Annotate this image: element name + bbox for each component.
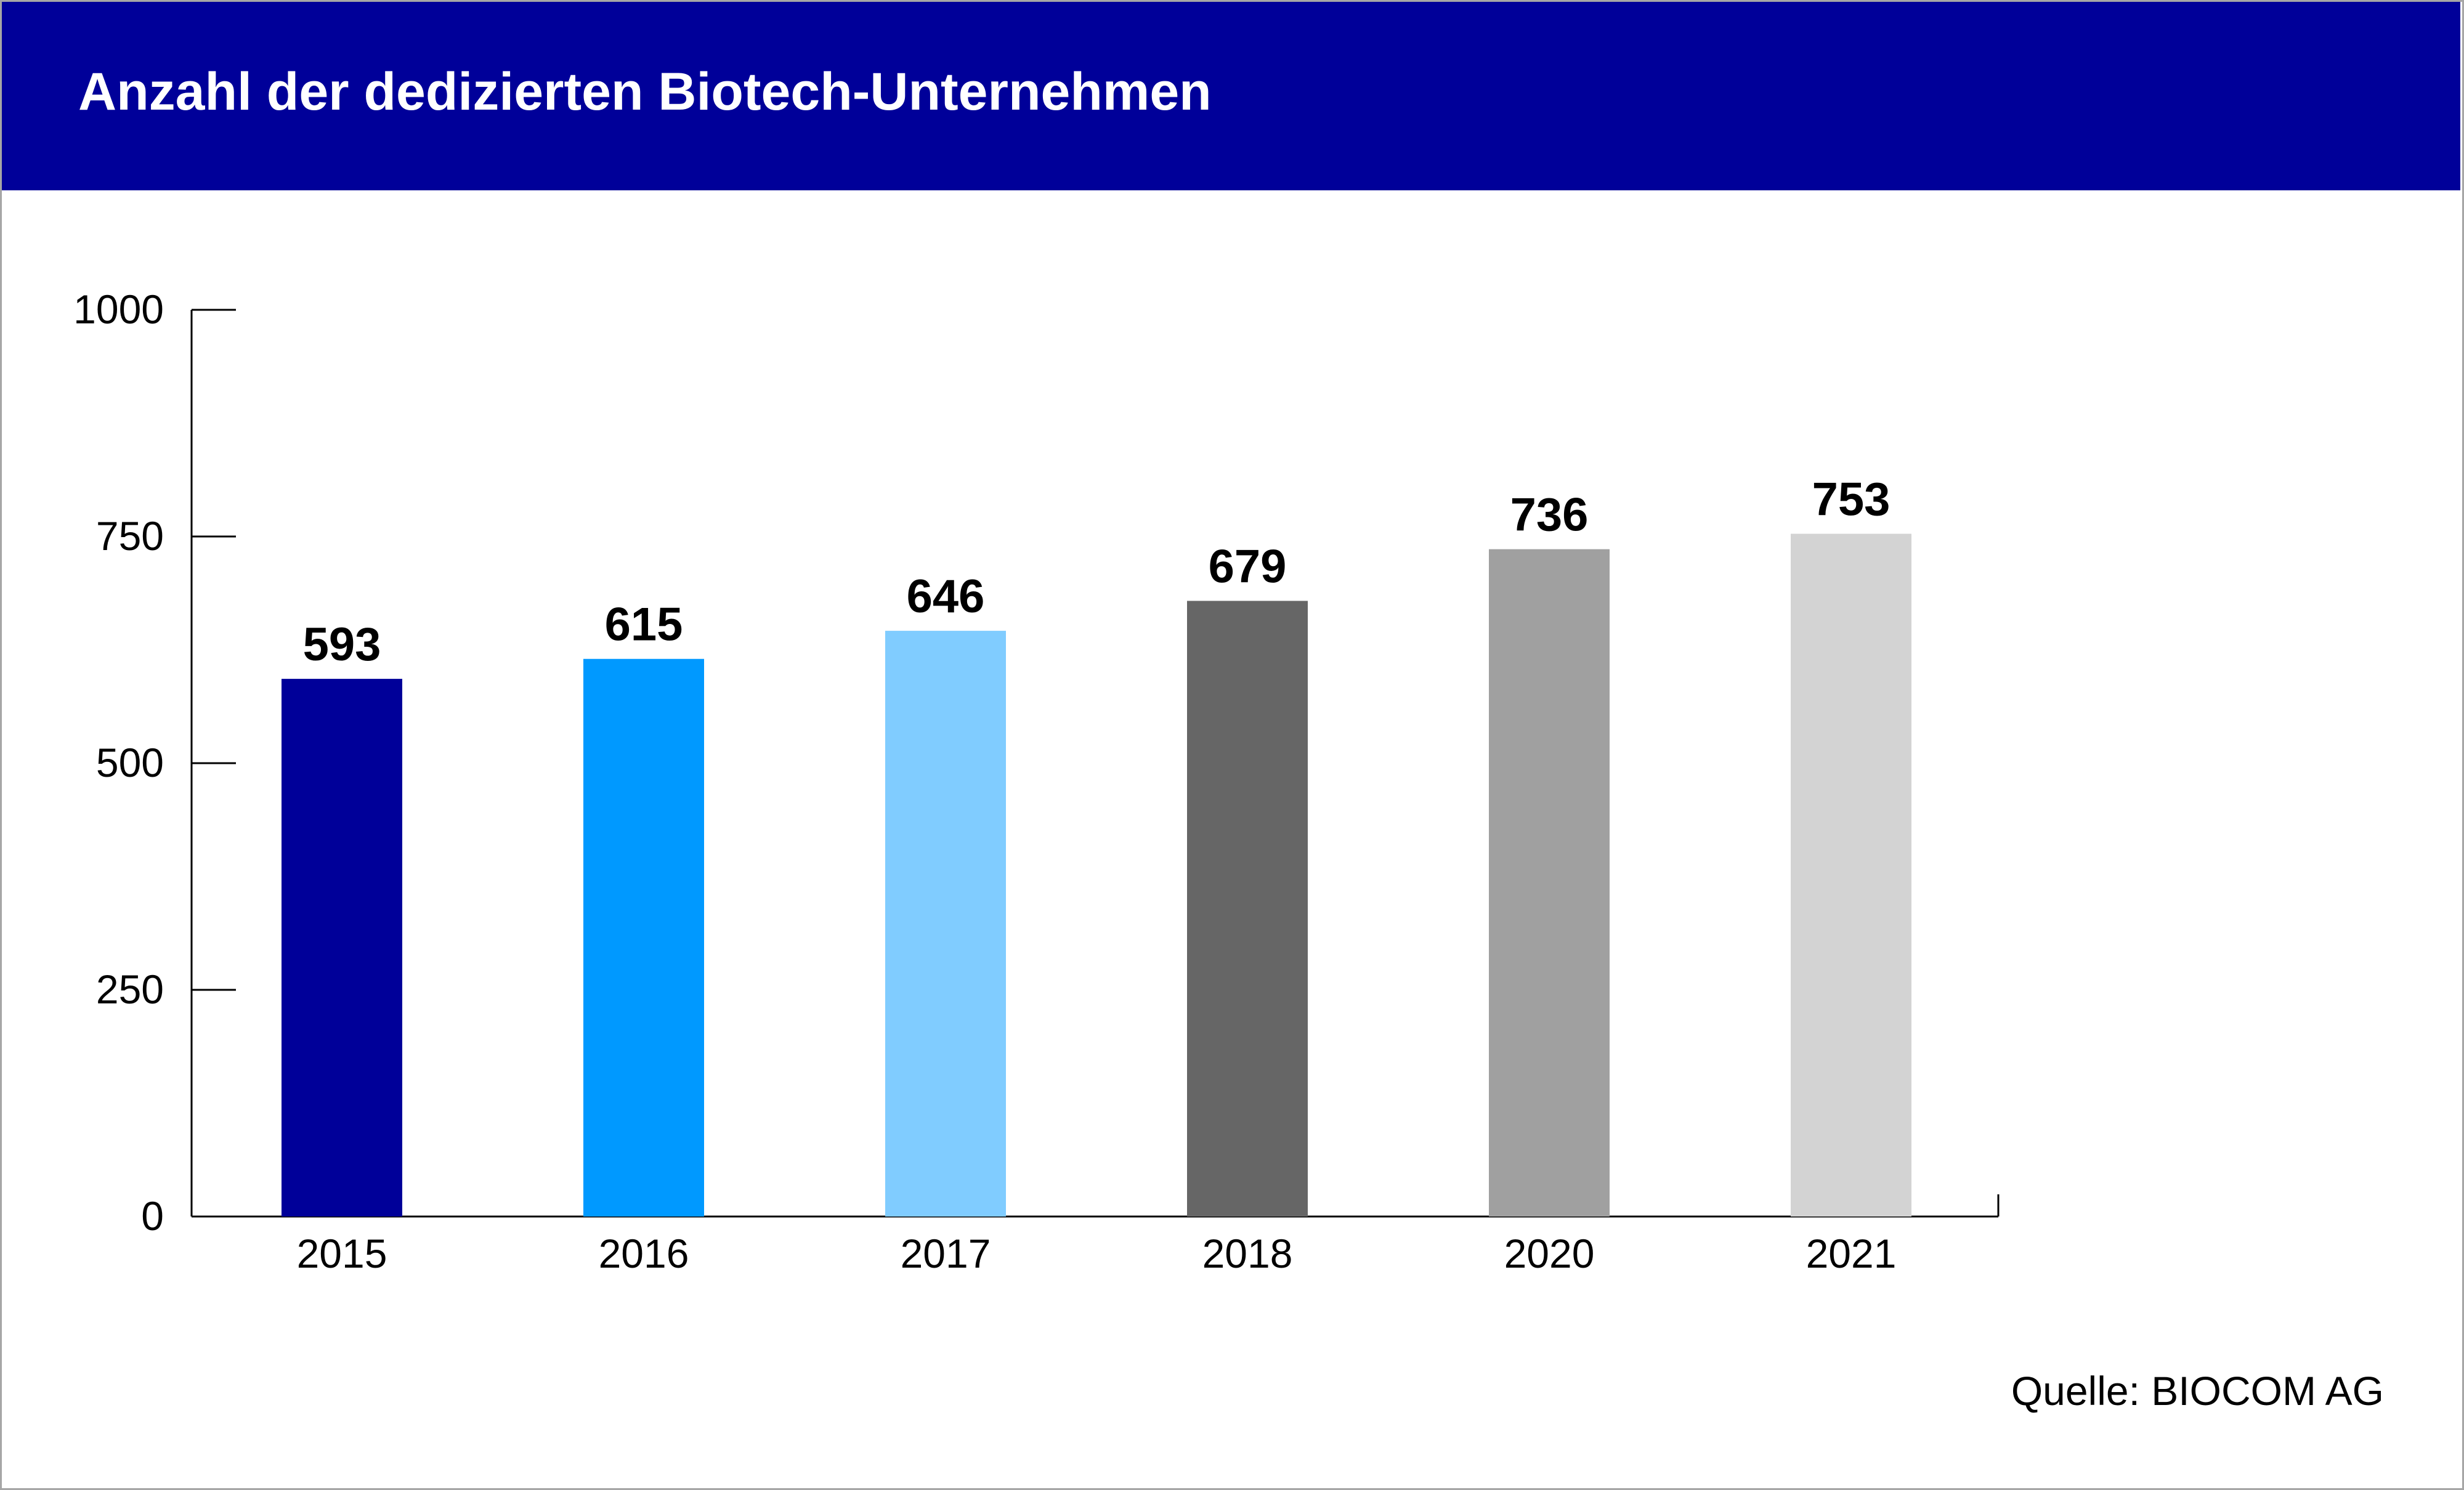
x-tick-label: 2017 — [901, 1231, 991, 1276]
y-tick-label: 1000 — [73, 286, 164, 332]
value-label: 753 — [1812, 474, 1891, 526]
source-note: Quelle: BIOCOM AG — [2011, 1368, 2384, 1414]
header-bar — [2, 2, 2460, 190]
y-tick-label: 500 — [96, 740, 164, 785]
x-tick-label: 2016 — [599, 1231, 689, 1276]
axes — [190, 310, 2000, 1218]
value-label: 679 — [1209, 541, 1287, 593]
x-tick-label: 2021 — [1806, 1231, 1897, 1276]
bar — [1489, 549, 1610, 1217]
chart-title: Anzahl der dedizierten Biotech-Unternehm… — [78, 62, 1212, 121]
y-tick-label: 250 — [96, 966, 164, 1012]
bar — [1791, 533, 1911, 1217]
x-tick-label: 2015 — [297, 1231, 387, 1276]
x-tick-label: 2018 — [1202, 1231, 1293, 1276]
y-tick-label: 750 — [96, 513, 164, 559]
value-label: 646 — [907, 570, 985, 623]
value-label: 736 — [1510, 489, 1589, 541]
y-tick-label: 0 — [141, 1193, 164, 1239]
value-labels: 593 615 646 679 736 753 — [303, 474, 1891, 671]
value-label: 593 — [303, 618, 381, 671]
y-axis-ticks: 0 250 500 750 1000 — [73, 286, 236, 1239]
x-tick-label: 2020 — [1504, 1231, 1595, 1276]
bars — [282, 533, 1911, 1217]
x-axis-labels: 2015 2016 2017 2018 2020 2021 — [297, 1231, 1897, 1276]
bar — [1187, 601, 1308, 1217]
value-label: 615 — [605, 599, 683, 651]
bar — [282, 679, 402, 1217]
bar — [885, 631, 1006, 1217]
bar — [583, 658, 704, 1217]
